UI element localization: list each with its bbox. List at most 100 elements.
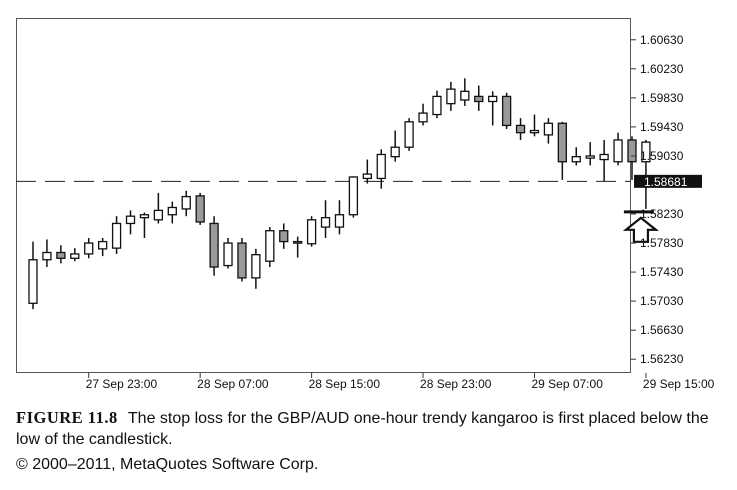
candle <box>501 92 512 130</box>
candle <box>84 237 94 259</box>
candle-body-bullish <box>348 176 359 216</box>
candle <box>167 201 177 224</box>
candle <box>488 91 498 126</box>
candle <box>585 142 595 166</box>
candle-body-bullish <box>42 251 52 261</box>
candle <box>460 78 470 106</box>
candle-body-bullish <box>167 206 177 216</box>
x-tick-label: 28 Sep 07:00 <box>197 377 269 391</box>
y-tick-label: 1.57430 <box>640 265 684 279</box>
candle <box>376 149 386 189</box>
candle-body-bullish <box>223 242 233 267</box>
y-tick-label: 1.56230 <box>640 352 684 366</box>
figure-label: FIGURE 11.8 <box>16 408 118 427</box>
candle-body-bullish <box>293 240 303 244</box>
candle-body-bullish <box>84 242 94 255</box>
y-tick-label: 1.59830 <box>640 91 684 105</box>
figure-caption: FIGURE 11.8 The stop loss for the GBP/AU… <box>16 408 726 450</box>
candle-body-bearish <box>195 195 205 223</box>
candle <box>432 90 442 119</box>
candle-body-bullish <box>488 95 498 103</box>
candle-body-bullish <box>543 122 554 136</box>
candle-body-bearish <box>237 242 247 279</box>
candle-body-bullish <box>571 156 581 163</box>
candle <box>418 103 428 126</box>
candle <box>209 216 219 276</box>
candle <box>474 85 484 111</box>
candle-body-bullish <box>529 129 540 134</box>
candle <box>362 159 372 184</box>
candle <box>28 241 38 310</box>
y-tick-label: 1.60630 <box>640 33 684 47</box>
candle <box>306 216 317 247</box>
candle-body-bullish <box>125 215 136 225</box>
candle-body-bullish <box>251 254 261 279</box>
candle <box>515 118 526 140</box>
candle <box>320 200 331 238</box>
candle <box>70 248 80 262</box>
candle-body-bullish <box>641 141 651 163</box>
candle-body-bearish <box>557 122 567 163</box>
candle <box>627 136 637 180</box>
candle-body-bearish <box>209 222 219 268</box>
candle <box>543 118 554 144</box>
candle-body-bullish <box>599 153 609 161</box>
x-tick-label: 29 Sep 15:00 <box>643 377 715 391</box>
candle-body-bullish <box>613 139 623 163</box>
x-tick-label: 28 Sep 15:00 <box>309 377 381 391</box>
candle-body-bearish <box>56 251 66 259</box>
candle <box>446 81 456 111</box>
candle-body-bearish <box>627 139 637 163</box>
candle-body-bearish <box>515 124 526 134</box>
candle-body-bullish <box>139 214 150 219</box>
candle-body-bearish <box>501 95 512 127</box>
candle-body-bullish <box>265 230 275 262</box>
x-tick-label: 27 Sep 23:00 <box>86 377 158 391</box>
candle-body-bearish <box>474 95 484 103</box>
candle-body-bullish <box>181 195 191 210</box>
x-tick-label: 29 Sep 07:00 <box>531 377 603 391</box>
copyright-text: © 2000–2011, MetaQuotes Software Corp. <box>16 456 319 473</box>
candle <box>404 118 414 151</box>
y-tick-label: 1.56630 <box>640 323 684 337</box>
candle <box>279 223 289 249</box>
candle <box>195 192 205 225</box>
candle <box>613 132 623 166</box>
candle-body-bullish <box>432 95 442 116</box>
candle <box>348 176 359 218</box>
candle <box>98 237 108 257</box>
candle-body-bullish <box>70 253 80 259</box>
candle <box>139 212 150 238</box>
candle-body-bullish <box>153 209 164 221</box>
candle <box>153 192 164 224</box>
candle <box>390 130 400 162</box>
candle <box>293 236 303 258</box>
candle-body-bullish <box>418 112 428 123</box>
candle <box>223 237 233 269</box>
candle <box>557 121 567 180</box>
candle <box>265 227 275 268</box>
y-tick-label: 1.59030 <box>640 149 684 163</box>
candle-body-bullish <box>320 216 331 228</box>
candle <box>181 190 191 217</box>
candle <box>111 216 122 254</box>
candle-body-bullish <box>390 146 400 158</box>
caption-text: The stop loss for the GBP/AUD one-hour t… <box>16 410 709 448</box>
chart-plot-area <box>16 18 631 373</box>
candle-body-bullish <box>585 155 595 159</box>
candle <box>334 200 345 235</box>
candle-body-bullish <box>111 222 122 249</box>
candle <box>571 147 581 166</box>
candle-body-bearish <box>279 230 289 243</box>
candle-body-bullish <box>460 90 470 101</box>
candle-body-bullish <box>28 259 38 304</box>
candle-body-bullish <box>306 219 317 245</box>
candle <box>251 248 261 289</box>
x-tick-label: 28 Sep 23:00 <box>420 377 492 391</box>
candle <box>529 114 540 137</box>
candle <box>56 245 66 264</box>
candle-body-bullish <box>404 121 414 148</box>
y-tick-label: 1.57030 <box>640 294 684 308</box>
candle-body-bullish <box>334 214 345 228</box>
candle-body-bullish <box>446 88 456 105</box>
